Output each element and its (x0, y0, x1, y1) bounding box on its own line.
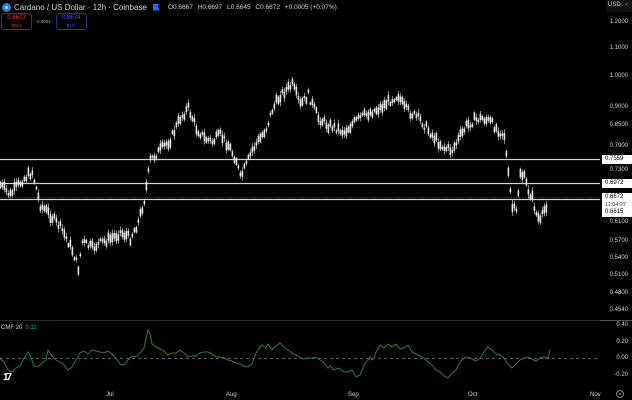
price-axis-label: 0.9000 (609, 104, 628, 110)
spread-value: 0.0001 (37, 19, 51, 24)
price-axis-label: 0.7300 (609, 167, 628, 173)
cmf-name: CMF 20 (1, 325, 23, 331)
time-axis-label: Oct (468, 392, 478, 398)
candlestick-series (0, 77, 548, 277)
change-value: +0.0005 (+0.07%) (284, 3, 337, 11)
buy-price: 0.6674 (62, 14, 81, 21)
cmf-line (0, 328, 551, 379)
price-axis-label: 0.5400 (609, 255, 628, 261)
level-tag-0.6615: 0.6615 (602, 208, 632, 217)
sell-button[interactable]: 0.6673 SELL (1, 13, 32, 30)
price-axis-label: 0.8500 (609, 122, 628, 128)
symbol-title[interactable]: Cardano / US Dollar · 12h · Coinbase (14, 2, 147, 12)
price-axis-label: 1.0000 (609, 73, 628, 79)
level-tag-0.6972: 0.6972 (602, 179, 632, 188)
cmf-axis-label: 0.00 (616, 355, 628, 361)
price-axis-label: 0.5100 (609, 272, 628, 278)
buy-label: BUY (66, 22, 76, 28)
level-tag-0.7559: 0.7559 (602, 155, 632, 164)
tradingview-logo-icon[interactable]: 17 (3, 372, 12, 383)
settings-icon[interactable] (616, 390, 624, 398)
trade-panel: 0.6673 SELL 0.0001 0.6674 BUY (1, 13, 87, 30)
price-axis-label: 0.7900 (609, 143, 628, 149)
cmf-axis-label: 0.40 (616, 322, 628, 328)
low-value: L0.6645 (227, 3, 251, 11)
price-axis-label: 1.2000 (609, 19, 628, 25)
time-axis-label: Sep (348, 392, 359, 398)
flag-icon[interactable] (152, 3, 160, 11)
time-axis-label: Aug (226, 392, 237, 398)
buy-button[interactable]: 0.6674 BUY (55, 13, 87, 30)
time-axis-label: Nov (590, 392, 601, 398)
price-axis-label: 0.6100 (609, 219, 628, 225)
cmf-legend[interactable]: CMF 20 0.11 (1, 325, 37, 331)
bar-countdown: 11:04:27 (602, 201, 632, 209)
ohlc-values: O0.6667 H0.6697 L0.6645 C0.6672 +0.0005 … (168, 4, 340, 11)
chart-header: Cardano / US Dollar · 12h · Coinbase O0.… (0, 0, 340, 14)
sell-price: 0.6673 (7, 14, 26, 21)
open-value: O0.6667 (167, 3, 193, 11)
cardano-coin-icon (2, 2, 11, 12)
price-axis-label: 1.1000 (609, 45, 628, 51)
sell-label: SELL (10, 22, 22, 28)
currency-selector[interactable]: USD (606, 0, 632, 12)
cmf-axis-label: -0.20 (614, 372, 628, 378)
close-value: C0.6672 (255, 3, 280, 11)
current-price-tag: 0.6672 (602, 193, 632, 202)
price-axis-label: 0.5700 (609, 238, 628, 244)
cmf-axis-label: 0.20 (616, 339, 628, 345)
price-axis-label: 0.4800 (609, 290, 628, 296)
time-axis-label: Jul (106, 392, 114, 398)
high-value: H0.6697 (197, 3, 223, 11)
price-axis-label: 0.4540 (609, 307, 628, 313)
cmf-value: 0.11 (25, 325, 37, 331)
